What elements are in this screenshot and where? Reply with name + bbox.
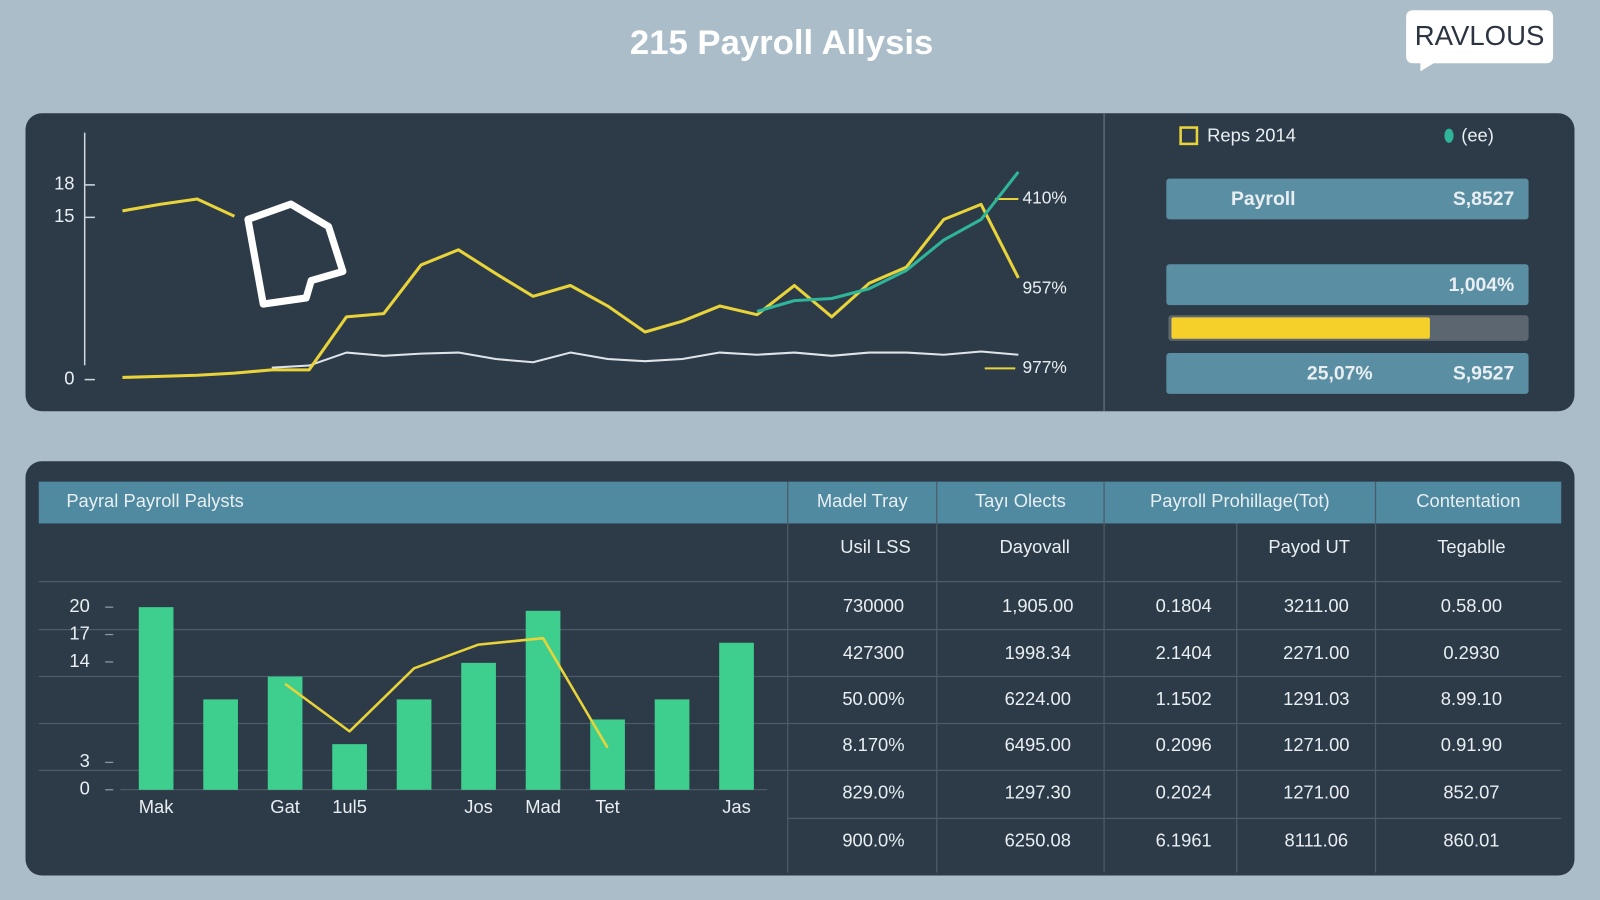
table-cell: 8.170% [842, 734, 904, 755]
annotation: 957% [1022, 277, 1066, 297]
column-header: Payroll Prohillage(Tot) [1150, 490, 1330, 511]
line [271, 350, 1019, 369]
x-tick-label: Mak [139, 796, 175, 817]
summary-bar [1166, 178, 1529, 220]
table-cell: 2.1404 [1156, 642, 1212, 663]
x-tick-label: Jos [464, 796, 493, 817]
table-cell: 1.1502 [1156, 688, 1212, 709]
subheader: Dayovall [999, 536, 1069, 557]
logo-text: RAVLOUS [1415, 20, 1545, 51]
y-tick-label: 14 [69, 650, 89, 671]
table-cell: 1297.30 [1005, 782, 1071, 803]
y-tick-label: 17 [69, 622, 89, 643]
table-cell: 730000 [843, 595, 904, 616]
summary-value: 1,004% [1449, 274, 1515, 296]
table-cell: 1271.00 [1283, 782, 1349, 803]
table-cell: 1998.34 [1005, 642, 1071, 663]
line [122, 197, 236, 218]
table-cell: 852.07 [1443, 782, 1499, 803]
annotation: 410% [1022, 188, 1066, 208]
summary-value: S,9527 [1453, 363, 1514, 385]
bar [590, 719, 625, 790]
table-cell: 860.01 [1443, 830, 1499, 851]
summary-value: S,8527 [1453, 188, 1514, 210]
column-header: Tayı Olects [975, 490, 1066, 511]
subheader: Payod UT [1268, 536, 1350, 557]
table-cell: 6250.08 [1005, 830, 1071, 851]
x-tick-label: Mad [525, 796, 561, 817]
y-tick-label: 18 [54, 173, 74, 194]
bar [203, 699, 238, 790]
summary: Payroll S,8527 1,004% 25,07% S,9527 [1166, 178, 1529, 394]
line [122, 202, 1020, 379]
table-cell: 0.1804 [1156, 595, 1212, 616]
table-cell: 1,905.00 [1002, 595, 1073, 616]
table-cell: 8.99.10 [1441, 688, 1502, 709]
table-cell: 0.2930 [1443, 642, 1499, 663]
column-header: Contentation [1416, 490, 1520, 511]
table-cell: 0.2096 [1156, 734, 1212, 755]
column-header: Madel Tray [817, 490, 909, 511]
legend-marker [1179, 126, 1199, 146]
annotation: 977% [1022, 357, 1066, 377]
table-cell: 0.2024 [1156, 782, 1212, 803]
line [756, 170, 1020, 313]
y-tick-label: 3 [80, 750, 90, 771]
summary-bar [1166, 353, 1529, 394]
summary-bar [1166, 264, 1529, 306]
title: 215 Payroll Allysis [630, 24, 933, 62]
y-tick-label: 0 [64, 367, 74, 388]
y-tick-label: 20 [69, 595, 89, 616]
legend-label: (ee) [1461, 125, 1494, 146]
bar [332, 744, 367, 790]
legend-label: Reps 2014 [1207, 125, 1296, 146]
x-tick-label: 1ul5 [332, 796, 367, 817]
x-tick-label: Jas [722, 796, 751, 817]
table-cell: 1271.00 [1283, 734, 1349, 755]
drawn-shape [244, 200, 347, 308]
table-header [38, 481, 1562, 524]
y-tick-label: 15 [54, 205, 74, 226]
bar [138, 607, 174, 790]
table-cell: 6.1961 [1156, 830, 1212, 851]
table-cell: 6224.00 [1005, 688, 1071, 709]
table-cell: 50.00% [842, 688, 904, 709]
logo: RAVLOUS [1406, 10, 1554, 72]
x-tick-label: Gat [270, 796, 300, 817]
subheader: Tegablle [1437, 536, 1505, 557]
table-cell: 0.91.90 [1441, 734, 1502, 755]
table-cell: 1291.03 [1283, 688, 1349, 709]
bar [267, 676, 303, 790]
summary-value: 25,07% [1307, 363, 1373, 385]
y-tick-label: 0 [80, 778, 90, 799]
subheader: Usil LSS [840, 536, 910, 557]
table-cell: 829.0% [842, 782, 904, 803]
progress-fill [1171, 317, 1430, 339]
summary-label: Payroll [1231, 188, 1296, 210]
bar [396, 699, 432, 790]
table-cell: 900.0% [842, 830, 904, 851]
table-title: Payral Payroll Palysts [66, 490, 244, 511]
bar [654, 699, 690, 790]
table-cell: 0.58.00 [1441, 595, 1502, 616]
table-cell: 3211.00 [1284, 595, 1349, 616]
bar [719, 642, 754, 790]
table-cell: 6495.00 [1005, 734, 1071, 755]
legend-marker [1444, 128, 1454, 143]
logo-box [1406, 10, 1554, 72]
table-cell: 427300 [843, 642, 904, 663]
table-cell: 8111.06 [1285, 830, 1349, 851]
x-tick-label: Tet [595, 796, 620, 817]
table-cell: 2271.00 [1283, 642, 1349, 663]
line [284, 636, 609, 749]
bar [461, 662, 496, 790]
